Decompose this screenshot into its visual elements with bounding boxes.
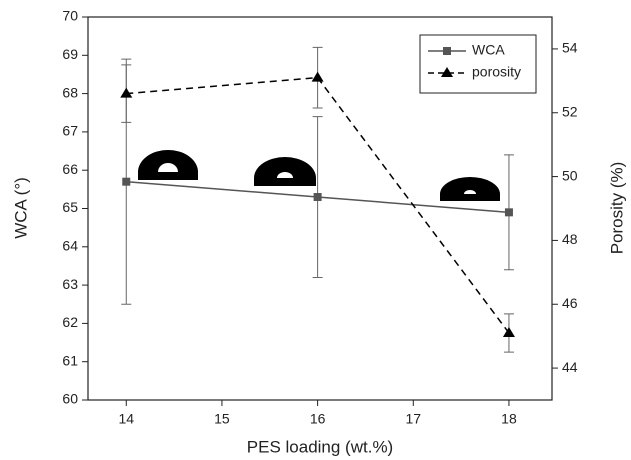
marker (504, 208, 513, 217)
legend-label: porosity (472, 64, 521, 80)
x-tick-label: 14 (118, 411, 134, 427)
y-tick-label: 63 (62, 276, 78, 292)
marker (122, 177, 131, 186)
legend-label: WCA (472, 42, 505, 58)
y2-tick-label: 48 (562, 231, 578, 247)
y2-tick-label: 52 (562, 103, 578, 119)
y-tick-label: 65 (62, 199, 78, 215)
y2-tick-label: 44 (562, 359, 578, 375)
y-tick-label: 61 (62, 352, 78, 368)
legend-marker (443, 47, 451, 55)
droplets (138, 150, 500, 201)
y2-tick-label: 54 (562, 40, 578, 56)
y-axis-label: WCA (°) (11, 177, 30, 239)
y-tick-label: 69 (62, 46, 78, 62)
y2-tick-label: 46 (562, 295, 578, 311)
x-tick-label: 15 (214, 411, 230, 427)
marker (313, 193, 322, 202)
marker (502, 326, 515, 337)
legend-box (419, 34, 537, 94)
y-tick-label: 70 (62, 8, 78, 24)
x-tick-label: 16 (310, 411, 326, 427)
y-tick-label: 68 (62, 84, 78, 100)
droplet-icon (440, 177, 500, 201)
droplet-icon (254, 157, 316, 186)
y2-tick-label: 50 (562, 167, 578, 183)
y2-axis-label: Porosity (%) (607, 162, 626, 255)
y-tick-label: 67 (62, 123, 78, 139)
marker (120, 87, 133, 98)
y-tick-label: 66 (62, 161, 78, 177)
x-tick-label: 18 (501, 411, 517, 427)
legend-marker (441, 67, 453, 77)
y-tick-label: 62 (62, 314, 78, 330)
y-tick-label: 60 (62, 391, 78, 407)
x-axis-label: PES loading (wt.%) (247, 437, 393, 456)
marker (311, 71, 324, 82)
droplet-icon (138, 150, 198, 180)
y-tick-label: 64 (62, 238, 78, 254)
x-tick-label: 17 (405, 411, 421, 427)
